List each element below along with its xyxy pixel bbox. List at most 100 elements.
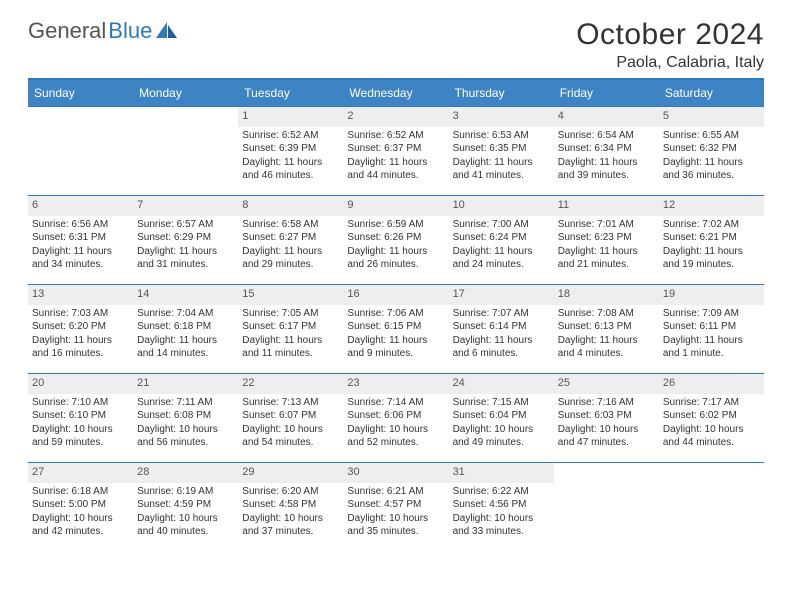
- sunrise-text: Sunrise: 6:52 AM: [347, 130, 444, 143]
- sunrise-text: Sunrise: 7:06 AM: [347, 308, 444, 321]
- sunset-text: Sunset: 6:39 PM: [242, 143, 339, 156]
- daylight-line-1: Daylight: 10 hours: [32, 513, 129, 526]
- sunset-text: Sunset: 6:21 PM: [663, 232, 760, 245]
- day-number: 17: [449, 285, 554, 305]
- page-title: October 2024: [576, 18, 764, 52]
- sunrise-text: Sunrise: 7:13 AM: [242, 397, 339, 410]
- sunset-text: Sunset: 6:07 PM: [242, 410, 339, 423]
- sunset-text: Sunset: 6:04 PM: [453, 410, 550, 423]
- sunset-text: Sunset: 6:13 PM: [558, 321, 655, 334]
- sunset-text: Sunset: 6:23 PM: [558, 232, 655, 245]
- day-cell: 24Sunrise: 7:15 AMSunset: 6:04 PMDayligh…: [449, 374, 554, 463]
- daylight-line-1: Daylight: 11 hours: [663, 335, 760, 348]
- daylight-line-1: Daylight: 11 hours: [453, 335, 550, 348]
- col-wednesday: Wednesday: [343, 79, 448, 107]
- week-row: 1Sunrise: 6:52 AMSunset: 6:39 PMDaylight…: [28, 107, 764, 196]
- day-number: 18: [554, 285, 659, 305]
- sunset-text: Sunset: 6:37 PM: [347, 143, 444, 156]
- daylight-line-2: and 40 minutes.: [137, 526, 234, 539]
- sunset-text: Sunset: 6:03 PM: [558, 410, 655, 423]
- day-number: 23: [343, 374, 448, 394]
- day-cell: 23Sunrise: 7:14 AMSunset: 6:06 PMDayligh…: [343, 374, 448, 463]
- sunset-text: Sunset: 6:10 PM: [32, 410, 129, 423]
- sunrise-text: Sunrise: 7:02 AM: [663, 219, 760, 232]
- daylight-line-1: Daylight: 11 hours: [558, 335, 655, 348]
- sunrise-text: Sunrise: 7:08 AM: [558, 308, 655, 321]
- daylight-line-1: Daylight: 11 hours: [453, 246, 550, 259]
- day-cell: 10Sunrise: 7:00 AMSunset: 6:24 PMDayligh…: [449, 196, 554, 285]
- day-cell: 2Sunrise: 6:52 AMSunset: 6:37 PMDaylight…: [343, 107, 448, 196]
- daylight-line-1: Daylight: 10 hours: [137, 424, 234, 437]
- day-cell: 16Sunrise: 7:06 AMSunset: 6:15 PMDayligh…: [343, 285, 448, 374]
- week-row: 6Sunrise: 6:56 AMSunset: 6:31 PMDaylight…: [28, 196, 764, 285]
- day-number: 12: [659, 196, 764, 216]
- day-cell: 18 Sunrise: 7:08 AMSunset: 6:13 PMDayligh…: [554, 285, 659, 374]
- sunrise-text: Sunrise: 6:58 AM: [242, 219, 339, 232]
- col-saturday: Saturday: [659, 79, 764, 107]
- daylight-line-1: Daylight: 10 hours: [137, 513, 234, 526]
- daylight-line-1: Daylight: 11 hours: [242, 246, 339, 259]
- week-row: 13Sunrise: 7:03 AMSunset: 6:20 PMDayligh…: [28, 285, 764, 374]
- daylight-line-1: Daylight: 10 hours: [558, 424, 655, 437]
- daylight-line-1: Daylight: 11 hours: [242, 335, 339, 348]
- day-cell: 22Sunrise: 7:13 AMSunset: 6:07 PMDayligh…: [238, 374, 343, 463]
- daylight-line-2: and 33 minutes.: [453, 526, 550, 539]
- daylight-line-1: Daylight: 11 hours: [32, 246, 129, 259]
- day-cell: 27Sunrise: 6:18 AMSunset: 5:00 PMDayligh…: [28, 463, 133, 552]
- sunset-text: Sunset: 6:27 PM: [242, 232, 339, 245]
- day-number: 14: [133, 285, 238, 305]
- day-cell: 20Sunrise: 7:10 AMSunset: 6:10 PMDayligh…: [28, 374, 133, 463]
- daylight-line-2: and 29 minutes.: [242, 259, 339, 272]
- day-cell: 1Sunrise: 6:52 AMSunset: 6:39 PMDaylight…: [238, 107, 343, 196]
- daylight-line-2: and 37 minutes.: [242, 526, 339, 539]
- sunrise-text: Sunrise: 7:10 AM: [32, 397, 129, 410]
- daylight-line-2: and 54 minutes.: [242, 437, 339, 450]
- sunrise-text: Sunrise: 7:11 AM: [137, 397, 234, 410]
- day-cell: [133, 107, 238, 196]
- daylight-line-2: and 39 minutes.: [558, 170, 655, 183]
- daylight-line-2: and 49 minutes.: [453, 437, 550, 450]
- day-number: 7: [133, 196, 238, 216]
- logo-word-1: General: [28, 18, 106, 44]
- day-cell: 28Sunrise: 6:19 AMSunset: 4:59 PMDayligh…: [133, 463, 238, 552]
- day-number: 26: [659, 374, 764, 394]
- daylight-line-1: Daylight: 10 hours: [32, 424, 129, 437]
- sunset-text: Sunset: 6:17 PM: [242, 321, 339, 334]
- daylight-line-2: and 52 minutes.: [347, 437, 444, 450]
- daylight-line-2: and 35 minutes.: [347, 526, 444, 539]
- daylight-line-1: Daylight: 11 hours: [453, 157, 550, 170]
- daylight-line-2: and 46 minutes.: [242, 170, 339, 183]
- daylight-line-2: and 11 minutes.: [242, 348, 339, 361]
- day-cell: 31Sunrise: 6:22 AMSunset: 4:56 PMDayligh…: [449, 463, 554, 552]
- daylight-line-1: Daylight: 11 hours: [242, 157, 339, 170]
- daylight-line-2: and 1 minute.: [663, 348, 760, 361]
- daylight-line-1: Daylight: 11 hours: [347, 157, 444, 170]
- day-number: 8: [238, 196, 343, 216]
- sunset-text: Sunset: 6:20 PM: [32, 321, 129, 334]
- daylight-line-1: Daylight: 11 hours: [558, 246, 655, 259]
- daylight-line-1: Daylight: 10 hours: [242, 513, 339, 526]
- sail-icon: [156, 22, 178, 40]
- sunset-text: Sunset: 4:59 PM: [137, 499, 234, 512]
- sunset-text: Sunset: 4:58 PM: [242, 499, 339, 512]
- sunrise-text: Sunrise: 6:21 AM: [347, 486, 444, 499]
- day-number: 30: [343, 463, 448, 483]
- col-tuesday: Tuesday: [238, 79, 343, 107]
- day-number: 19: [659, 285, 764, 305]
- sunrise-text: Sunrise: 7:01 AM: [558, 219, 655, 232]
- day-number: 25: [554, 374, 659, 394]
- day-cell: 15Sunrise: 7:05 AMSunset: 6:17 PMDayligh…: [238, 285, 343, 374]
- sunset-text: Sunset: 6:14 PM: [453, 321, 550, 334]
- sunrise-text: Sunrise: 7:05 AM: [242, 308, 339, 321]
- sunset-text: Sunset: 6:35 PM: [453, 143, 550, 156]
- day-cell: 4Sunrise: 6:54 AMSunset: 6:34 PMDaylight…: [554, 107, 659, 196]
- sunrise-text: Sunrise: 6:53 AM: [453, 130, 550, 143]
- day-number: 3: [449, 107, 554, 127]
- daylight-line-1: Daylight: 10 hours: [453, 424, 550, 437]
- sunrise-text: Sunrise: 6:19 AM: [137, 486, 234, 499]
- calendar-table: Sunday Monday Tuesday Wednesday Thursday…: [28, 78, 764, 551]
- header-bar: GeneralBlue October 2024 Paola, Calabria…: [28, 18, 764, 72]
- sunrise-text: Sunrise: 6:18 AM: [32, 486, 129, 499]
- sunrise-text: Sunrise: 6:59 AM: [347, 219, 444, 232]
- day-number: 13: [28, 285, 133, 305]
